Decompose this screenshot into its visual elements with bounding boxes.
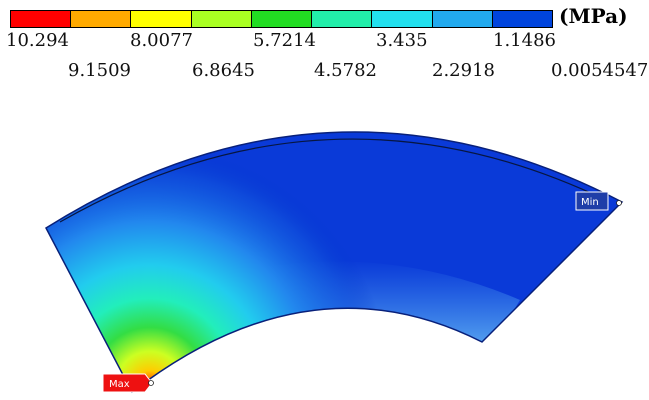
max-marker-label: Max [109, 379, 130, 390]
legend-swatch [492, 11, 552, 27]
beam-outline [45, 131, 624, 394]
legend-tick-label: 8.0077 [130, 30, 193, 51]
legend-swatch [432, 11, 493, 27]
color-legend-bar [10, 10, 553, 28]
legend-swatch [312, 11, 373, 27]
legend-tick-label: 0.0054547 [551, 60, 649, 81]
legend-swatch [191, 11, 252, 27]
legend-swatch [372, 11, 433, 27]
max-marker: Max [102, 373, 154, 393]
legend-swatch [71, 11, 132, 27]
min-marker: Min [575, 191, 622, 211]
legend-swatch [251, 11, 313, 27]
legend-unit-label: (MPa) [559, 4, 628, 28]
legend-tick-label: 2.2918 [432, 60, 495, 81]
legend-tick-label: 4.5782 [314, 60, 377, 81]
legend-swatch [131, 11, 192, 27]
legend-tick-label: 10.294 [6, 30, 69, 51]
legend-tick-label: 6.8645 [192, 60, 255, 81]
legend-swatch [11, 11, 72, 27]
legend-tick-label: 1.1486 [493, 30, 556, 51]
legend-tick-label: 5.7214 [253, 30, 316, 51]
legend-tick-label: 3.435 [376, 30, 428, 51]
legend-tick-label: 9.1509 [68, 60, 131, 81]
offset-line [59, 138, 607, 223]
min-marker-label: Min [581, 197, 599, 208]
